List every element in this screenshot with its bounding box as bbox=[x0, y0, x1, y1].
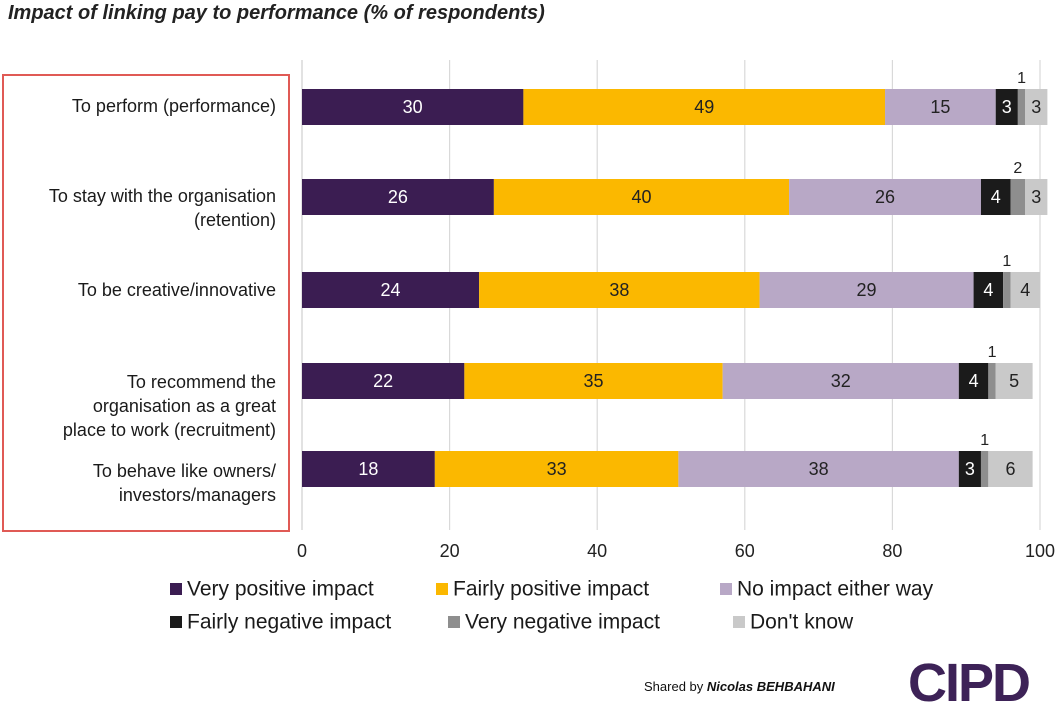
category-label: (retention) bbox=[194, 210, 276, 230]
bar-segment bbox=[678, 451, 959, 487]
data-label: 4 bbox=[983, 280, 993, 300]
bar-segment bbox=[885, 89, 996, 125]
data-label: 1 bbox=[988, 344, 997, 361]
legend-label: Fairly negative impact bbox=[187, 611, 391, 634]
bar-segment bbox=[1025, 89, 1048, 125]
data-label: 3 bbox=[965, 459, 975, 479]
bar-segment bbox=[958, 451, 981, 487]
data-label: 24 bbox=[381, 280, 401, 300]
data-label: 33 bbox=[547, 459, 567, 479]
bar-segment bbox=[789, 179, 981, 215]
category-label: To recommend the bbox=[127, 372, 276, 392]
legend-swatch bbox=[720, 583, 732, 595]
data-label: 49 bbox=[694, 97, 714, 117]
x-tick-label: 100 bbox=[1025, 541, 1055, 561]
data-label: 4 bbox=[1020, 280, 1030, 300]
category-highlight-box bbox=[2, 74, 290, 532]
legend-label: Very negative impact bbox=[465, 611, 660, 634]
legend-label: Fairly positive impact bbox=[453, 578, 649, 601]
category-label: place to work (recruitment) bbox=[63, 420, 276, 440]
data-label: 1 bbox=[1002, 253, 1011, 270]
bar-segment bbox=[1010, 179, 1026, 215]
credit-name: Nicolas BEHBAHANI bbox=[706, 679, 835, 694]
legend-swatch bbox=[448, 616, 460, 628]
data-label: 26 bbox=[875, 187, 895, 207]
bar-segment bbox=[493, 179, 790, 215]
bar-segment bbox=[988, 363, 996, 399]
bar-segment bbox=[302, 363, 465, 399]
legend-label: Very positive impact bbox=[187, 578, 374, 601]
data-label: 1 bbox=[1017, 70, 1026, 87]
chart-area: 0 20 40 60 80 100 To perform (performance) To s… bbox=[2, 60, 1055, 634]
category-label: investors/managers bbox=[119, 485, 276, 505]
bar-segment bbox=[434, 451, 679, 487]
bar-segment bbox=[722, 363, 959, 399]
bar-segment bbox=[973, 272, 1004, 308]
legend-swatch bbox=[436, 583, 448, 595]
category-label: To be creative/innovative bbox=[78, 280, 276, 300]
data-label: 38 bbox=[809, 459, 829, 479]
bar-segment bbox=[958, 363, 989, 399]
credit-prefix: Shared by bbox=[644, 679, 704, 694]
data-label: 6 bbox=[1005, 459, 1015, 479]
data-label: 3 bbox=[1002, 97, 1012, 117]
x-tick-label: 0 bbox=[297, 541, 307, 561]
category-label: organisation as a great bbox=[93, 396, 276, 416]
category-label: To perform (performance) bbox=[72, 96, 276, 116]
x-tick-label: 20 bbox=[440, 541, 460, 561]
bar-segment bbox=[1017, 89, 1026, 125]
legend-swatch bbox=[733, 616, 745, 628]
bar-segment bbox=[302, 179, 494, 215]
bar-segment bbox=[479, 272, 760, 308]
data-label: 26 bbox=[388, 187, 408, 207]
bar-segment bbox=[523, 89, 886, 125]
bar-segment bbox=[302, 89, 524, 125]
bar-segment bbox=[980, 179, 1011, 215]
data-label: 40 bbox=[631, 187, 651, 207]
data-label: 15 bbox=[930, 97, 950, 117]
data-label: 1 bbox=[980, 432, 989, 449]
legend-swatch bbox=[170, 583, 182, 595]
bar-segment bbox=[302, 272, 480, 308]
bar-segment bbox=[988, 451, 1033, 487]
data-label: 29 bbox=[857, 280, 877, 300]
bar-segment bbox=[1010, 272, 1040, 308]
x-tick-label: 60 bbox=[735, 541, 755, 561]
bar-segment bbox=[995, 363, 1033, 399]
bar-segment bbox=[980, 451, 989, 487]
data-label: 22 bbox=[373, 371, 393, 391]
bar-segment bbox=[302, 451, 435, 487]
credit-line: Shared by Nicolas BEHBAHANI bbox=[644, 679, 835, 694]
bar-segment bbox=[464, 363, 723, 399]
data-label: 2 bbox=[1013, 160, 1022, 177]
data-label: 18 bbox=[358, 459, 378, 479]
data-label: 4 bbox=[969, 371, 979, 391]
data-label: 35 bbox=[583, 371, 603, 391]
legend-label: No impact either way bbox=[737, 578, 934, 601]
category-label: To stay with the organisation bbox=[49, 186, 276, 206]
data-label: 3 bbox=[1031, 97, 1041, 117]
data-label: 3 bbox=[1031, 187, 1041, 207]
bar-segment bbox=[995, 89, 1018, 125]
data-label: 30 bbox=[403, 97, 423, 117]
data-label: 32 bbox=[831, 371, 851, 391]
data-label: 5 bbox=[1009, 371, 1019, 391]
chart-title: Impact of linking pay to performance (% … bbox=[8, 2, 545, 24]
x-tick-label: 80 bbox=[882, 541, 902, 561]
cipd-logo: CIPD bbox=[908, 653, 1031, 713]
category-label: To behave like owners/ bbox=[93, 461, 276, 481]
bar-segment bbox=[759, 272, 974, 308]
legend-swatch bbox=[170, 616, 182, 628]
bar-segment bbox=[1003, 272, 1011, 308]
data-label: 38 bbox=[609, 280, 629, 300]
bar-segment bbox=[1025, 179, 1048, 215]
data-label: 4 bbox=[991, 187, 1001, 207]
x-tick-label: 40 bbox=[587, 541, 607, 561]
legend-label: Don't know bbox=[750, 611, 854, 634]
